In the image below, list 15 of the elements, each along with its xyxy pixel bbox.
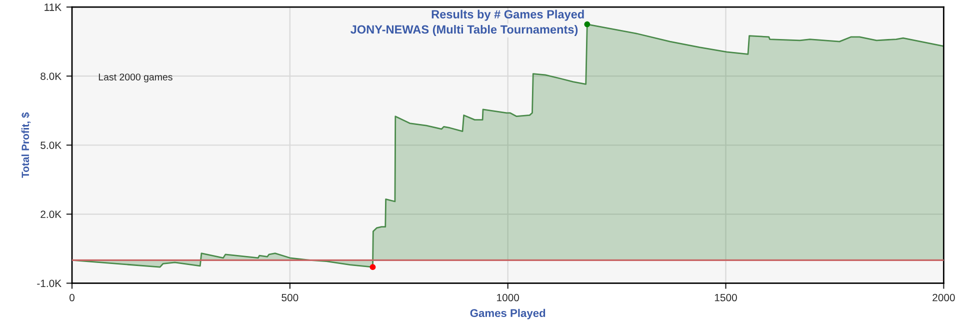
x-tick-label: 500 [282, 294, 298, 302]
annotation: Last 2000 games [98, 74, 172, 82]
y-tick-label: 2.0K [40, 210, 62, 218]
y-axis-title: Total Profit, $ [21, 112, 31, 178]
y-tick-label: -1.0K [37, 280, 62, 288]
text: JONY-NEWAS (Multi Table Tournaments) [350, 24, 578, 36]
x-tick-label: 1000 [497, 294, 520, 302]
chart-title: Results by # Games Played [432, 10, 584, 21]
x-tick-label: 1500 [714, 294, 737, 302]
x-tick-label: 2000 [932, 294, 955, 302]
x-axis-title: Games Played [470, 308, 546, 320]
y-tick-label: 5.0K [40, 142, 62, 149]
y-tick-label: 11K [44, 4, 62, 11]
x-tick-label: 0 [70, 294, 74, 302]
y-tick-label: 8.0K [40, 72, 62, 80]
